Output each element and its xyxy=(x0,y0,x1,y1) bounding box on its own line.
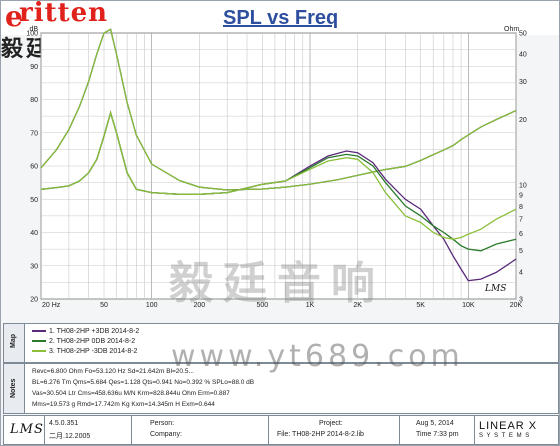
logo-text: ritten xyxy=(19,0,109,28)
version-text: 4.5.0.351 xyxy=(49,420,79,427)
y-left-tick-label: 80 xyxy=(30,97,38,104)
person-label: Person: xyxy=(150,420,175,427)
y-right-tick-label: 8 xyxy=(519,204,523,211)
impedance-line-3 xyxy=(40,28,517,191)
logo-e-glyph: e xyxy=(5,0,23,33)
y-left-tick-label: 40 xyxy=(30,230,38,237)
footer-brand-cell: LINEAR X S Y S T E M S xyxy=(475,416,557,444)
y-right-tick-label: 6 xyxy=(519,231,523,238)
watermark-chinese: 毅廷音响 xyxy=(169,258,385,309)
spl-line-3 xyxy=(40,110,517,240)
footer-date-text: Aug 5, 2014 xyxy=(416,420,454,427)
y-left-tick-label: 90 xyxy=(30,64,38,71)
map-side-tab[interactable]: Map xyxy=(4,324,25,362)
y-right-tick-label: 50 xyxy=(519,31,527,38)
y-left-tick-label: 100 xyxy=(26,31,38,38)
map-row-2[interactable]: 2. TH08-2HP 0DB 2014-8-2 xyxy=(32,337,135,346)
map-panel: Map 1. TH08-2HP +3DB 2014-8-2 2. TH08-2H… xyxy=(3,323,559,363)
chart-axes: 20 Hz 50 100 200 500 1K 2K 5K 10K 20K 20 30 40 50 60 70… xyxy=(26,26,527,309)
x-tick-label: 200 xyxy=(193,302,205,309)
y-right-tick-label: 10 xyxy=(519,183,527,190)
y-right-tick-label: 30 xyxy=(519,79,527,86)
chart-title: SPL vs Freq xyxy=(223,7,339,29)
x-tick-label: 5K xyxy=(416,302,425,309)
plot-lms-mark: LMS xyxy=(484,284,506,294)
notes-panel: Notes Revc=6.800 Ohm Fo=53.120 Hz Sd=21.… xyxy=(3,363,559,414)
y-left-tick-label: 60 xyxy=(30,164,38,171)
x-tick-label: 20 Hz xyxy=(42,302,61,309)
x-tick-label: 50 xyxy=(100,302,108,309)
note-row-1: Revc=6.800 Ohm Fo=53.120 Hz Sd=21.642m B… xyxy=(32,368,194,375)
watermark-url: www.yt689.com xyxy=(171,339,464,374)
linearx-logo: LINEAR X xyxy=(479,420,538,432)
impedance-series-group xyxy=(40,28,517,191)
y-right-tick-label: 5 xyxy=(519,248,523,255)
notes-tab-label: Notes xyxy=(10,378,17,398)
map-row-1-text: 1. TH08-2HP +3DB 2014-8-2 xyxy=(49,328,140,335)
spl-chart: 20 Hz 50 100 200 500 1K 2K 5K 10K 20K 20 30 40 50 60 70… xyxy=(26,26,527,309)
footer-project-cell: Project: File: TH08-2HP 2014-8-2.lib xyxy=(269,416,400,444)
logo: e ritten xyxy=(5,0,145,35)
version-date: 二月.12.2005 xyxy=(49,433,91,440)
footer-bar: LMS 4.5.0.351 二月.12.2005 Person: Company… xyxy=(3,415,559,445)
series-3-swatch xyxy=(32,350,46,353)
linearx-subtitle: S Y S T E M S xyxy=(479,433,531,439)
x-tick-label: 100 xyxy=(146,302,158,309)
note-row-4: Mms=19.573 g Rmd=17.742m Kg Kxm=14.345m … xyxy=(32,401,215,408)
footer-person-cell: Person: Company: xyxy=(132,416,269,444)
x-tick-label: 1K xyxy=(306,302,315,309)
y-left-tick-label: 70 xyxy=(30,130,38,137)
footer-time-text: Time 7:33 pm xyxy=(416,431,459,438)
x-tick-label: 500 xyxy=(256,302,268,309)
y-right-tick-label: 3 xyxy=(519,297,523,304)
map-row-1[interactable]: 1. TH08-2HP +3DB 2014-8-2 xyxy=(32,327,139,336)
y-left-tick-label: 20 xyxy=(30,297,38,304)
map-row-3-text: 3. TH08-2HP -3DB 2014-8-2 xyxy=(49,348,138,355)
y-right-tick-label: 9 xyxy=(519,193,523,200)
spl-series-group xyxy=(40,110,517,282)
series-1-swatch xyxy=(32,330,46,333)
y-right-unit: Ohm xyxy=(504,26,519,33)
file-text: File: TH08-2HP 2014-8-2.lib xyxy=(277,431,364,438)
map-row-2-text: 2. TH08-2HP 0DB 2014-8-2 xyxy=(49,338,136,345)
y-left-unit: dB xyxy=(29,26,38,33)
footer-version-cell: 4.5.0.351 二月.12.2005 xyxy=(45,416,132,444)
y-right-tick-label: 4 xyxy=(519,269,523,276)
footer-lms-cell: LMS xyxy=(4,416,45,444)
notes-side-tab[interactable]: Notes xyxy=(4,364,25,413)
x-tick-label: 2K xyxy=(353,302,362,309)
footer-date-cell: Aug 5, 2014 Time 7:33 pm xyxy=(400,416,475,444)
y-right-tick-label: 7 xyxy=(519,216,523,223)
company-label: Company: xyxy=(150,431,182,438)
y-left-tick-label: 50 xyxy=(30,197,38,204)
x-tick-label: 20K xyxy=(510,302,523,309)
chart-grid xyxy=(40,32,517,300)
chart-header: e ritten SPL vs Freq xyxy=(1,0,559,35)
y-right-tick-label: 40 xyxy=(519,52,527,59)
series-2-swatch xyxy=(32,340,46,343)
note-row-3: Vas=30.504 Ltr Cms=458.636u M/N Krm=828.… xyxy=(32,390,230,397)
map-tab-label: Map xyxy=(10,334,17,348)
note-row-2: BL=6.276 Tm Qms=5.684 Qes=1.128 Qts=0.94… xyxy=(32,379,255,386)
map-row-3[interactable]: 3. TH08-2HP -3DB 2014-8-2 xyxy=(32,347,137,356)
y-left-tick-label: 30 xyxy=(30,263,38,270)
y-right-tick-label: 20 xyxy=(519,117,527,124)
project-label: Project: xyxy=(319,420,343,427)
x-tick-label: 10K xyxy=(462,302,475,309)
lms-logo: LMS xyxy=(10,422,44,437)
